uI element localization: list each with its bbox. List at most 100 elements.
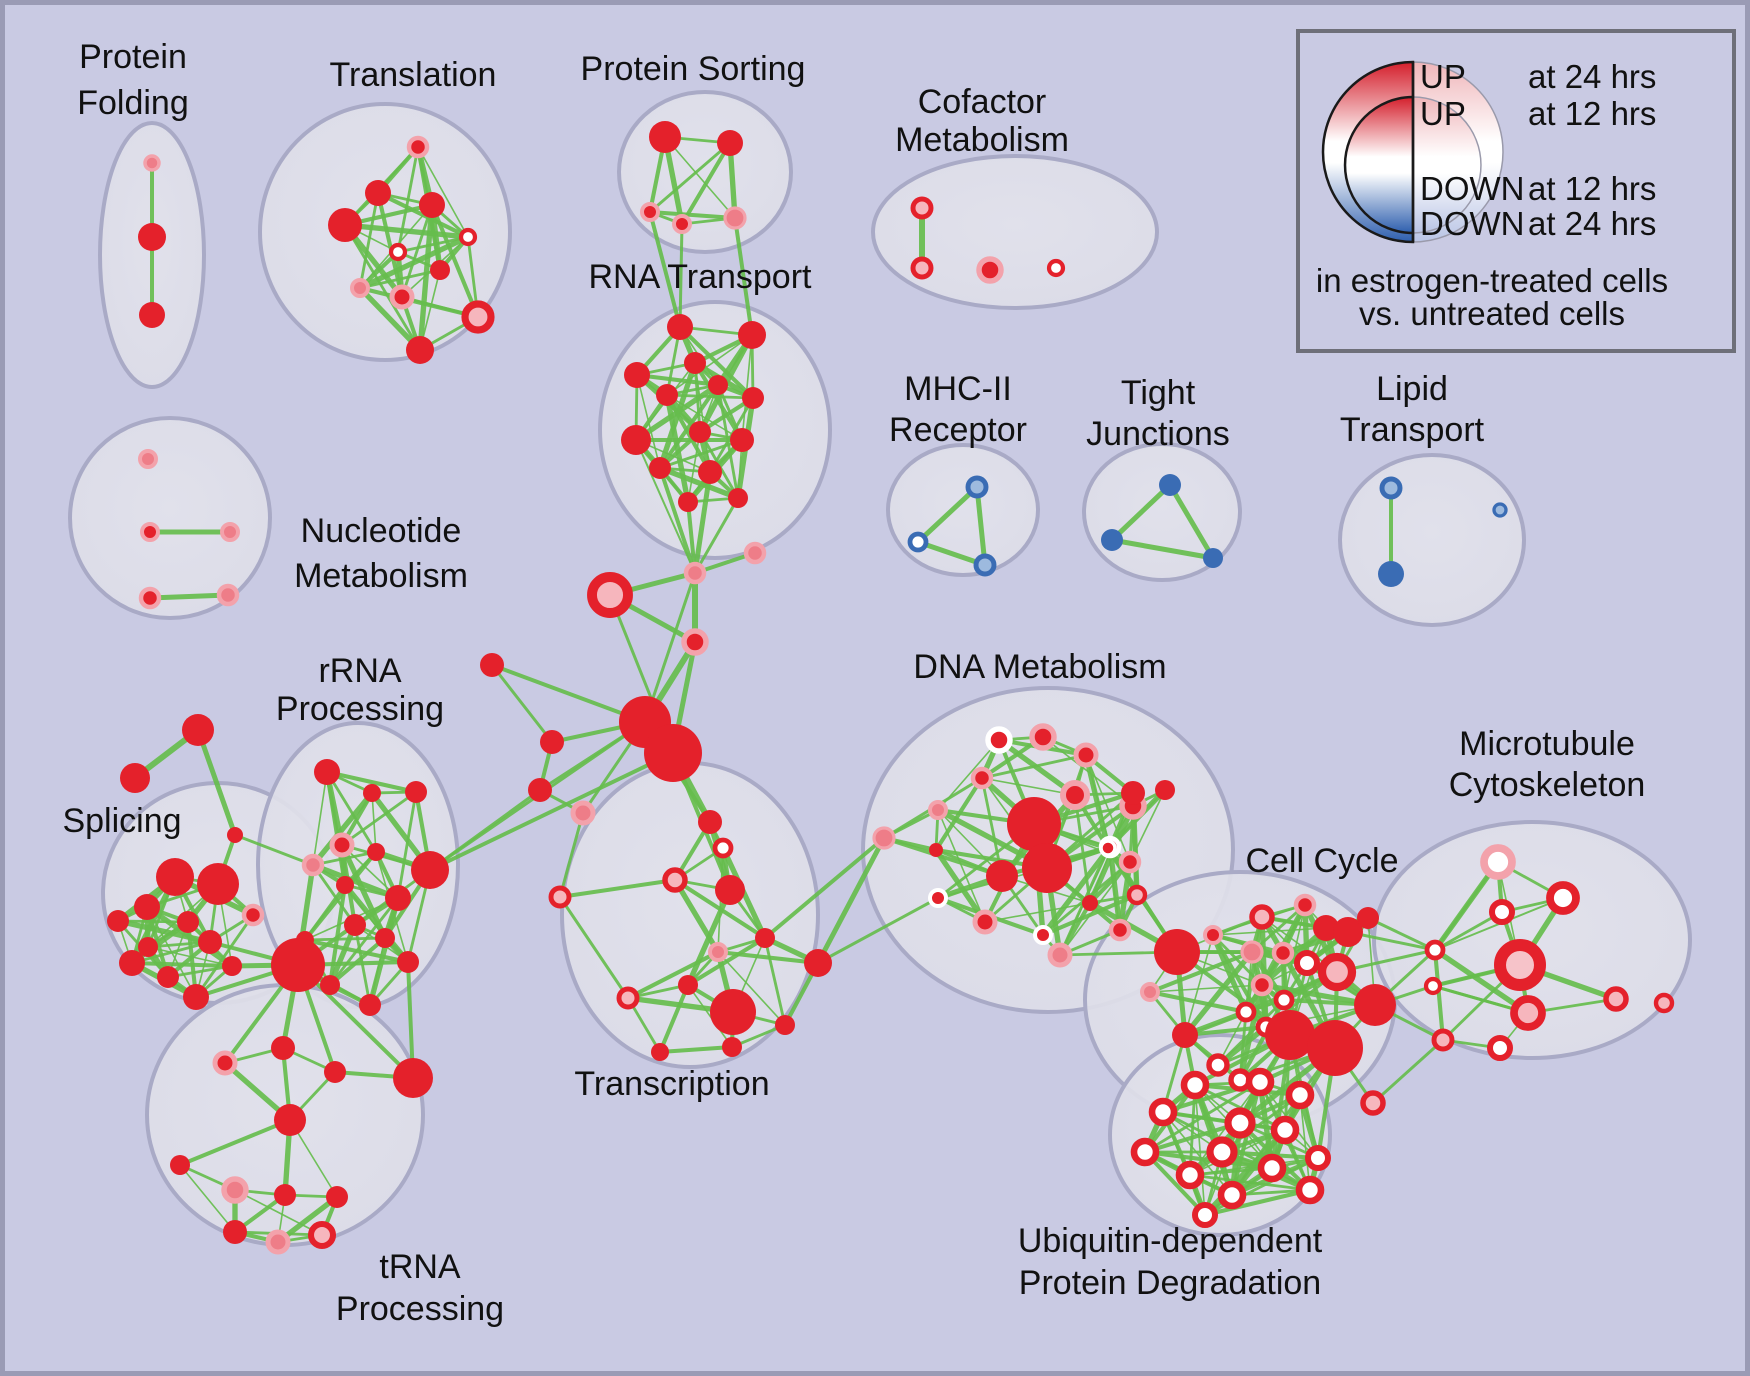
cluster-label-nucleotide-metabolism: Metabolism bbox=[294, 557, 468, 595]
edge-cell-cycle bbox=[1182, 949, 1255, 1038]
gene-node-cell-cycle bbox=[1317, 952, 1357, 992]
gene-node-protein-sorting bbox=[717, 130, 743, 156]
bridge-edge bbox=[233, 833, 315, 867]
gene-node-lipid-transport bbox=[1378, 561, 1404, 587]
connector-node bbox=[548, 885, 572, 909]
edge-ubiquitin-degradation bbox=[1204, 1122, 1241, 1216]
legend-glyph-inner-vivid-icon bbox=[1343, 95, 1415, 235]
gene-node-splicing bbox=[107, 910, 129, 932]
edge-splicing bbox=[129, 960, 235, 969]
connector-node bbox=[540, 730, 564, 754]
gene-node-trna-processing bbox=[307, 1220, 337, 1250]
cluster-label-cofactor-metabolism: Metabolism bbox=[895, 121, 1069, 159]
gene-node-dna-metabolism bbox=[970, 766, 994, 790]
gene-node-protein-sorting bbox=[640, 202, 660, 222]
cluster-label-ubiquitin-degradation: Ubiquitin-dependent bbox=[1018, 1222, 1323, 1260]
gene-node-nucleotide-metabolism bbox=[220, 522, 240, 542]
gene-node-rrna-processing bbox=[320, 975, 340, 995]
edge-splicing bbox=[130, 940, 212, 965]
gene-node-transcription bbox=[678, 975, 698, 995]
bridge-edge bbox=[643, 571, 697, 724]
gene-node-dna-metabolism bbox=[986, 860, 1018, 892]
gene-node-nucleotide-metabolism bbox=[138, 449, 158, 469]
gene-node-dna-metabolism bbox=[1033, 925, 1053, 945]
gene-node-dna-metabolism bbox=[1082, 895, 1098, 911]
connector-node bbox=[1360, 1090, 1386, 1116]
edge-rrna-processing bbox=[311, 863, 357, 927]
gene-node-rna-transport bbox=[667, 314, 693, 340]
gene-node-ubiquitin-degradation bbox=[1257, 1153, 1287, 1183]
edge-trna-processing bbox=[179, 1164, 236, 1233]
edge-translation bbox=[396, 235, 470, 254]
gene-node-dna-metabolism bbox=[1108, 918, 1132, 942]
bridge-edge bbox=[816, 896, 940, 965]
gene-node-translation bbox=[419, 192, 445, 218]
legend-direction-label-0: UP bbox=[1420, 58, 1466, 95]
bridge-edge bbox=[428, 788, 542, 872]
legend-direction-label-3: DOWN bbox=[1420, 205, 1524, 242]
gene-node-protein-sorting bbox=[672, 214, 692, 234]
legend-caption-line-0: in estrogen-treated cells bbox=[1316, 262, 1668, 299]
gene-node-microtubule-cytoskeleton bbox=[1489, 899, 1515, 925]
cluster-ellipse-rna-transport bbox=[598, 300, 832, 560]
cluster-label-transcription: Transcription bbox=[574, 1065, 769, 1103]
gene-node-cell-cycle bbox=[1265, 1010, 1315, 1060]
edge-protein-sorting bbox=[679, 140, 733, 227]
edge-rrna-processing bbox=[310, 862, 401, 901]
edge-tight-junctions bbox=[1167, 482, 1216, 561]
gene-node-rrna-processing bbox=[336, 876, 354, 894]
edge-rrna-processing bbox=[312, 771, 328, 866]
connector-node bbox=[182, 714, 214, 746]
gene-node-ubiquitin-degradation bbox=[1224, 1107, 1256, 1139]
bridge-edge bbox=[1433, 860, 1500, 952]
edge-dna-metabolism bbox=[980, 753, 1088, 780]
gene-node-tight-junctions bbox=[1203, 548, 1223, 568]
gene-node-translation bbox=[406, 135, 430, 159]
gene-node-trna-processing bbox=[212, 1050, 238, 1076]
bridge-edge bbox=[763, 836, 886, 940]
gene-node-trna-processing bbox=[265, 1229, 291, 1255]
edge-cell-cycle bbox=[1184, 934, 1214, 1036]
edge-dna-metabolism bbox=[1083, 752, 1111, 851]
cluster-label-cell-cycle: Cell Cycle bbox=[1245, 842, 1398, 880]
gene-node-cofactor-metabolism bbox=[910, 196, 934, 220]
gene-node-rrna-processing bbox=[314, 759, 340, 785]
edge-translation bbox=[357, 285, 423, 353]
gene-node-translation bbox=[461, 300, 495, 334]
edge-cell-cycle bbox=[1237, 997, 1287, 1083]
cluster-label-protein-sorting: Protein Sorting bbox=[581, 50, 806, 88]
gene-node-microtubule-cytoskeleton bbox=[1510, 995, 1546, 1031]
cluster-label-splicing: Splicing bbox=[62, 802, 181, 840]
edge-translation bbox=[343, 223, 422, 352]
edge-mhc-ii-receptor bbox=[974, 484, 988, 568]
gene-node-splicing bbox=[119, 950, 145, 976]
bridge-edge bbox=[882, 836, 1004, 878]
edge-microtubule-cytoskeleton bbox=[1432, 947, 1446, 1043]
bridge-edge bbox=[686, 500, 697, 575]
gene-node-mhc-ii-receptor bbox=[965, 475, 989, 499]
gene-node-protein-folding bbox=[138, 223, 166, 251]
gene-node-cofactor-metabolism bbox=[1046, 258, 1066, 278]
gene-node-rna-transport bbox=[698, 460, 722, 484]
edge-rrna-processing bbox=[340, 790, 418, 847]
gene-node-cell-cycle bbox=[1294, 950, 1320, 976]
bridge-edge bbox=[692, 469, 713, 576]
gene-node-rna-transport bbox=[689, 421, 711, 443]
gene-node-ubiquitin-degradation bbox=[1180, 1070, 1210, 1100]
cluster-label-trna-processing: tRNA bbox=[379, 1248, 461, 1286]
edge-microtubule-cytoskeleton bbox=[1432, 947, 1531, 1016]
bridge-edge bbox=[693, 496, 740, 575]
edge-transcription bbox=[657, 1044, 735, 1055]
bridge-edge bbox=[635, 439, 696, 574]
gene-node-splicing bbox=[157, 966, 179, 988]
gene-node-dna-metabolism bbox=[929, 843, 943, 857]
gene-node-cell-cycle bbox=[1273, 989, 1295, 1011]
edge-splicing bbox=[115, 918, 213, 945]
gene-node-transcription bbox=[616, 986, 640, 1010]
gene-node-cell-cycle bbox=[1203, 925, 1223, 945]
gene-node-microtubule-cytoskeleton bbox=[1424, 939, 1446, 961]
gene-node-dna-metabolism bbox=[1047, 942, 1073, 968]
gene-node-transcription bbox=[708, 942, 728, 962]
edge-ubiquitin-degradation bbox=[1194, 1084, 1206, 1216]
